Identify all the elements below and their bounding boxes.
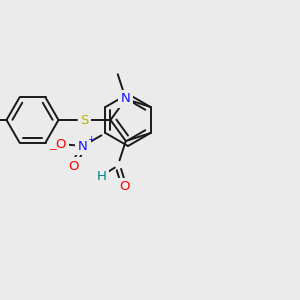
Text: −: − — [49, 145, 57, 155]
Text: N: N — [121, 92, 131, 106]
Text: N: N — [78, 140, 88, 152]
Text: H: H — [96, 169, 106, 183]
Text: O: O — [56, 138, 66, 151]
Text: O: O — [119, 180, 130, 194]
Text: O: O — [68, 160, 79, 172]
Text: S: S — [80, 113, 89, 127]
Text: +: + — [87, 134, 95, 143]
